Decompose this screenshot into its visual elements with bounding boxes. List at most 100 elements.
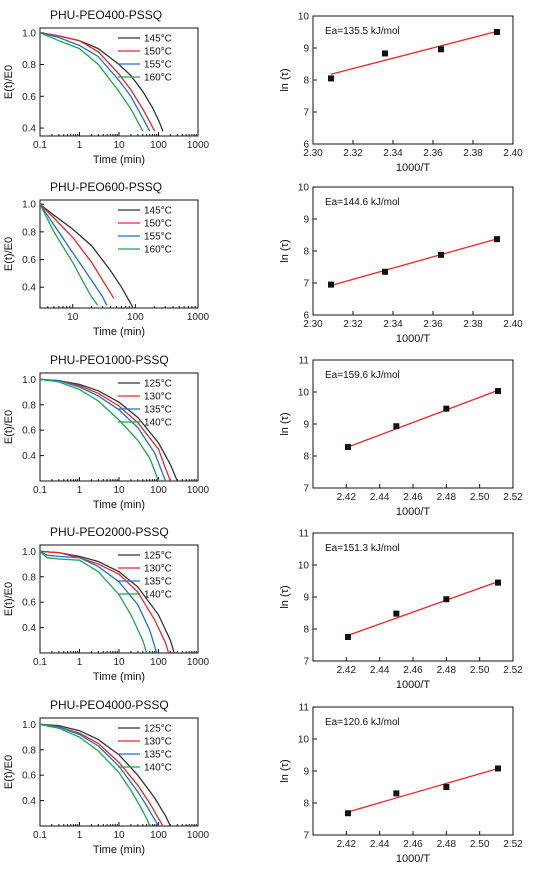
legend-label: 125°C bbox=[144, 379, 172, 390]
legend-label: 150°C bbox=[144, 219, 172, 230]
x-tick-label: 100 bbox=[150, 485, 167, 496]
legend: 125°C 130°C 135°C 140°C bbox=[118, 724, 172, 774]
y-axis-label: ln (τ) bbox=[279, 68, 291, 91]
data-point bbox=[382, 268, 388, 275]
y-axis-label: E(t)/E0 bbox=[3, 410, 15, 444]
y-tick-label: 0.8 bbox=[22, 572, 36, 583]
x-tick-label: 2.32 bbox=[343, 148, 363, 159]
legend-label: 145°C bbox=[144, 206, 172, 217]
data-point bbox=[495, 388, 501, 395]
y-tick-label: 6 bbox=[303, 140, 309, 151]
legend-label: 135°C bbox=[144, 405, 172, 416]
x-tick-label: 2.44 bbox=[370, 492, 390, 503]
series-line-4 bbox=[40, 550, 148, 653]
series-group bbox=[40, 203, 134, 307]
data-point bbox=[495, 579, 501, 586]
legend-label: 135°C bbox=[144, 577, 172, 588]
x-tick-label: 1000 bbox=[187, 140, 210, 151]
plot-frame bbox=[39, 544, 199, 654]
data-point bbox=[438, 251, 444, 258]
x-tick-label: 100 bbox=[150, 140, 167, 151]
x-tick-label: 2.48 bbox=[437, 665, 457, 676]
x-tick-label: 2.40 bbox=[503, 319, 523, 330]
activation-energy-label: Ea=151.3 kJ/mol bbox=[325, 543, 400, 554]
x-axis-label: Time (min) bbox=[93, 154, 145, 166]
x-tick-label: 2.48 bbox=[437, 492, 457, 503]
legend-label: 130°C bbox=[144, 564, 172, 575]
legend-label: 140°C bbox=[144, 590, 172, 601]
data-point bbox=[494, 29, 500, 35]
y-tick-label: 10 bbox=[298, 735, 310, 746]
y-tick-label: 0.6 bbox=[22, 92, 36, 103]
relaxation-panel-2: 10 100 1000 0.4 0.6 0.8 1.0 Time (min) E(t)/E0 PH… bbox=[3, 180, 210, 338]
data-point bbox=[393, 610, 400, 617]
x-tick-label: 1000 bbox=[187, 657, 210, 668]
x-tick-label: 2.34 bbox=[383, 319, 403, 330]
y-axis-label: ln (τ) bbox=[279, 239, 291, 262]
series-line-2 bbox=[40, 550, 170, 653]
x-tick-label: 2.52 bbox=[503, 839, 523, 850]
y-tick-label: 1.0 bbox=[22, 720, 36, 731]
y-axis-label: E(t)/E0 bbox=[3, 582, 15, 616]
x-tick-label: 10 bbox=[113, 485, 125, 496]
y-tick-label: 0.6 bbox=[22, 255, 36, 266]
panel-title: PHU-PEO600-PSSQ bbox=[50, 180, 162, 194]
x-tick-label: 2.50 bbox=[470, 839, 490, 850]
y-axis-label: ln (τ) bbox=[279, 412, 291, 435]
y-axis-label: E(t)/E0 bbox=[3, 755, 15, 789]
legend-label: 130°C bbox=[144, 392, 172, 403]
series-group bbox=[40, 378, 178, 481]
y-tick-label: 0.8 bbox=[22, 400, 36, 411]
x-axis-label: Time (min) bbox=[93, 844, 145, 856]
legend-label: 140°C bbox=[144, 418, 172, 429]
y-tick-label: 7 bbox=[303, 831, 309, 842]
arrhenius-panel-1: 2.30 2.32 2.34 2.36 2.38 2.40 6 7 8 9 10 1000/T ln (… bbox=[279, 12, 523, 175]
x-tick-label: 2.44 bbox=[370, 839, 390, 850]
panel-title: PHU-PEO2000-PSSQ bbox=[50, 525, 169, 539]
series-line-1 bbox=[40, 203, 134, 307]
x-tick-label: 1 bbox=[77, 657, 83, 668]
x-tick-label: 2.42 bbox=[337, 492, 357, 503]
x-tick-label: 2.42 bbox=[337, 839, 357, 850]
data-point bbox=[495, 765, 501, 772]
y-tick-label: 0.6 bbox=[22, 426, 36, 437]
panel-title: PHU-PEO1000-PSSQ bbox=[50, 353, 169, 367]
panel-title: PHU-PEO400-PSSQ bbox=[50, 8, 162, 22]
data-point bbox=[345, 634, 351, 640]
activation-energy-label: Ea=159.6 kJ/mol bbox=[325, 370, 400, 381]
x-tick-label: 100 bbox=[150, 657, 167, 668]
y-tick-label: 10 bbox=[298, 388, 310, 399]
data-point bbox=[345, 810, 351, 817]
y-tick-label: 11 bbox=[299, 356, 310, 367]
x-tick-label: 2.38 bbox=[463, 148, 483, 159]
x-tick-label: 0.1 bbox=[33, 657, 47, 668]
legend-label: 140°C bbox=[144, 763, 172, 774]
series-line-4 bbox=[40, 378, 160, 481]
x-tick-label: 2.46 bbox=[403, 665, 423, 676]
legend-label: 125°C bbox=[144, 551, 172, 562]
legend-label: 160°C bbox=[144, 73, 172, 84]
y-tick-label: 7 bbox=[303, 484, 309, 495]
y-tick-label: 8 bbox=[303, 452, 309, 463]
series-line-3 bbox=[40, 723, 160, 826]
series-line-4 bbox=[40, 723, 151, 826]
y-tick-label: 0.4 bbox=[22, 283, 36, 294]
activation-energy-label: Ea=144.6 kJ/mol bbox=[325, 197, 400, 208]
series-line-3 bbox=[40, 203, 108, 306]
y-tick-label: 1.0 bbox=[22, 28, 36, 39]
arrhenius-panel-4: 2.42 2.44 2.46 2.48 2.50 2.52 7 8 9 10 11 1000/T ln … bbox=[279, 529, 523, 692]
x-axis-label: 1000/T bbox=[396, 853, 431, 865]
x-tick-label: 1000 bbox=[187, 830, 210, 841]
y-tick-label: 7 bbox=[303, 108, 309, 119]
y-tick-label: 8 bbox=[303, 799, 309, 810]
x-tick-label: 10 bbox=[67, 312, 79, 323]
x-tick-label: 10 bbox=[113, 140, 125, 151]
activation-energy-label: Ea=120.6 kJ/mol bbox=[325, 717, 400, 728]
y-tick-label: 0.4 bbox=[22, 124, 36, 135]
y-tick-label: 0.4 bbox=[22, 623, 36, 634]
relaxation-panel-4: 0.1 1 10 100 1000 0.4 0.6 0.8 1.0 Time (min) E(t)/… bbox=[3, 525, 210, 683]
data-point bbox=[382, 50, 388, 57]
x-tick-label: 2.44 bbox=[370, 665, 390, 676]
data-point bbox=[443, 405, 450, 412]
